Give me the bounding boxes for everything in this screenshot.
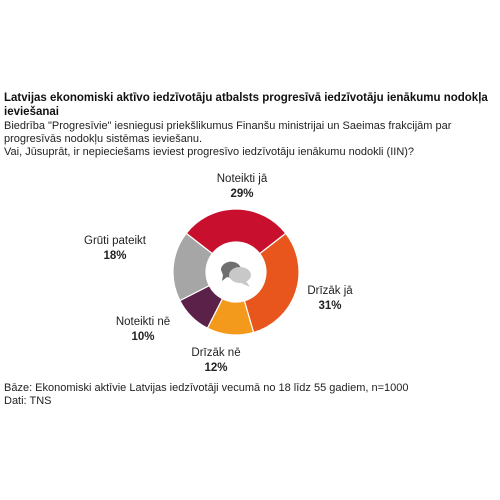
- survey-question: Vai, Jūsuprāt, ir nepieciešams ieviest p…: [4, 146, 415, 158]
- slice-drizak-ja: [243, 232, 300, 334]
- slice-label-noteikti-ja: Noteikti jā: [217, 173, 268, 185]
- speech-bubbles-icon: [207, 243, 265, 301]
- slice-value-drizak-ne: 12%: [204, 362, 227, 374]
- chart-title: Latvijas ekonomiski aktīvo iedzīvotāju a…: [4, 92, 488, 118]
- source-note: Dati: TNS: [4, 395, 52, 407]
- slice-noteikti-ja: [185, 208, 287, 255]
- slice-label-drizak-ne: Drīzāk nē: [191, 347, 240, 359]
- base-note: Bāze: Ekonomiski aktīvie Latvijas iedzīv…: [4, 382, 409, 394]
- slice-gruti-pateikt: [172, 232, 214, 302]
- chart-subtitle: Biedrība "Progresīvie" iesniegusi priekš…: [4, 120, 452, 145]
- slice-label-drizak-ja: Drīzāk jā: [307, 285, 353, 297]
- slice-value-drizak-ja: 31%: [318, 300, 341, 312]
- slice-value-gruti-pateikt: 18%: [103, 250, 126, 262]
- slice-label-gruti-pateikt: Grūti pateikt: [84, 235, 147, 247]
- slice-value-noteikti-ne: 10%: [131, 331, 154, 343]
- slice-label-noteikti-ne: Noteikti nē: [116, 316, 170, 328]
- slice-value-noteikti-ja: 29%: [230, 188, 253, 200]
